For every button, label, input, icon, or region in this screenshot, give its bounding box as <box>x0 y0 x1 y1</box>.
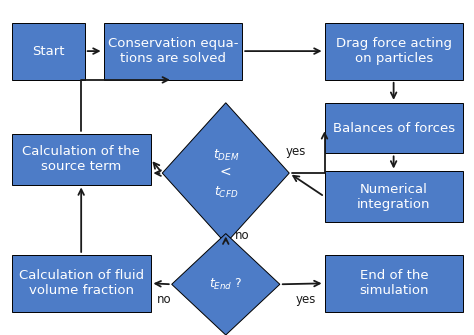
Text: Numerical
integration: Numerical integration <box>357 183 430 211</box>
Text: Drag force acting
on particles: Drag force acting on particles <box>336 37 452 65</box>
Text: no: no <box>235 229 249 242</box>
Text: End of the
simulation: End of the simulation <box>359 269 428 297</box>
FancyBboxPatch shape <box>325 255 463 312</box>
FancyBboxPatch shape <box>325 172 463 222</box>
FancyBboxPatch shape <box>12 23 85 80</box>
Text: <: < <box>220 164 232 179</box>
FancyBboxPatch shape <box>325 23 463 80</box>
Polygon shape <box>162 103 289 244</box>
FancyBboxPatch shape <box>103 23 242 80</box>
Text: Conservation equa-
tions are solved: Conservation equa- tions are solved <box>108 37 238 65</box>
Text: $t_{CFD}$: $t_{CFD}$ <box>214 185 238 200</box>
Text: $t_{DEM}$: $t_{DEM}$ <box>212 147 239 163</box>
FancyBboxPatch shape <box>12 255 151 312</box>
FancyBboxPatch shape <box>325 103 463 153</box>
FancyBboxPatch shape <box>12 134 151 185</box>
Text: Calculation of the
source term: Calculation of the source term <box>22 145 140 173</box>
Text: yes: yes <box>286 145 307 158</box>
Text: $t_{End}$ ?: $t_{End}$ ? <box>209 277 243 292</box>
Text: Balances of forces: Balances of forces <box>333 122 455 135</box>
Text: Calculation of fluid
volume fraction: Calculation of fluid volume fraction <box>18 269 144 297</box>
Text: yes: yes <box>295 292 316 306</box>
Polygon shape <box>172 233 280 335</box>
Text: no: no <box>157 292 172 306</box>
Text: Start: Start <box>32 45 64 58</box>
